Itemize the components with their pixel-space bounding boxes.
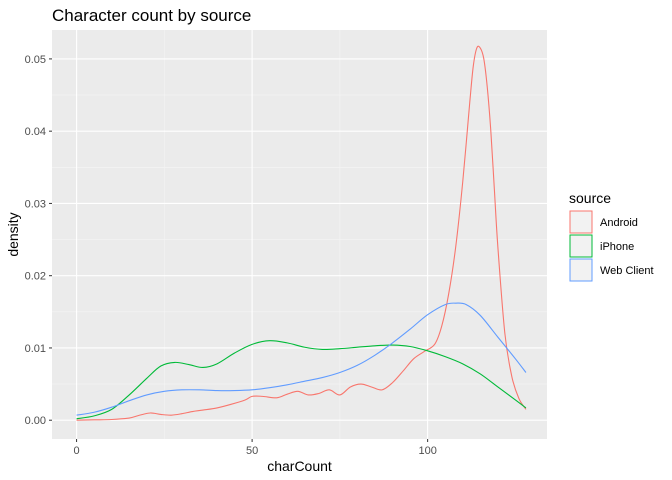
chart-title: Character count by source: [52, 6, 251, 25]
legend-key-iphone: [569, 234, 593, 258]
legend-label-iphone: iPhone: [600, 241, 634, 253]
axis-ticks: 0.00 0.01 0.02 0.03 0.04 0.05 0 50 100: [25, 54, 437, 457]
y-tick-label: 0.00: [25, 415, 46, 427]
legend-item-web-client: Web Client: [569, 258, 654, 282]
density-line-web-client: [76, 302, 527, 416]
density-line-android: [76, 45, 527, 421]
y-tick-label: 0.01: [25, 343, 46, 355]
legend-key-android: [569, 210, 593, 234]
legend-item-iphone: iPhone: [569, 234, 634, 258]
plot-panel: [52, 30, 547, 439]
density-curves: [76, 45, 527, 421]
grid-lines: [52, 30, 547, 439]
y-axis-title: density: [5, 212, 21, 256]
y-tick-label: 0.03: [25, 198, 46, 210]
x-tick-label: 50: [246, 445, 258, 457]
legend: source Android iPhone Web Client: [569, 190, 654, 282]
x-axis-title: charCount: [267, 458, 332, 474]
legend-key-web-client: [569, 258, 593, 282]
x-tick-label: 100: [418, 445, 436, 457]
density-line-iphone: [76, 340, 527, 420]
legend-item-android: Android: [569, 210, 638, 234]
legend-label-android: Android: [600, 217, 638, 229]
legend-entries: Android iPhone Web Client: [569, 210, 654, 282]
legend-label-web-client: Web Client: [600, 265, 654, 277]
y-tick-label: 0.02: [25, 271, 46, 283]
y-tick-label: 0.04: [25, 126, 46, 138]
y-tick-label: 0.05: [25, 54, 46, 66]
legend-title: source: [569, 190, 611, 206]
x-tick-label: 0: [74, 445, 80, 457]
